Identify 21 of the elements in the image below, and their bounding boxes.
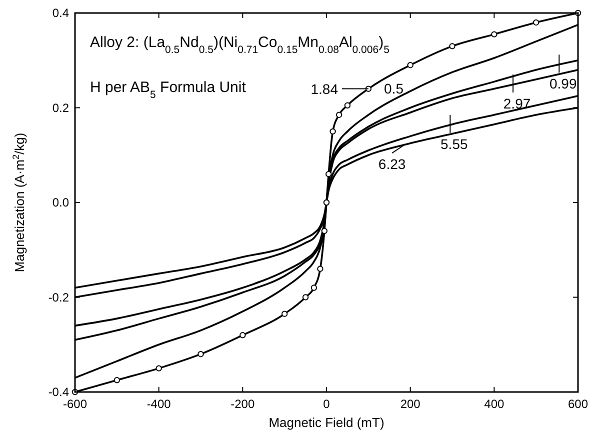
series-label: 1.84 [310, 80, 338, 97]
x-tick-label: 200 [400, 397, 421, 411]
legend-label: 0.99 [550, 76, 577, 92]
legend-label: 6.23 [378, 156, 406, 172]
legend-label: 2.97 [503, 96, 531, 112]
x-tick-label: 600 [568, 397, 588, 411]
x-tick-label: -200 [230, 397, 255, 411]
legend-label: 5.55 [440, 136, 468, 152]
x-tick-label: -600 [62, 397, 88, 411]
y-tick-label: -0.4 [48, 385, 70, 399]
y-tick-label: -0.2 [48, 290, 70, 304]
x-tick-label: 0 [323, 397, 330, 411]
x-axis-title: Magnetic Field (mT) [268, 415, 384, 430]
legend-title: H per AB$_{5}$ Formula Unit [90, 79, 247, 101]
x-tick-label: -400 [146, 397, 172, 411]
y-tick-label: 0.2 [52, 100, 70, 115]
x-tick-label: 400 [484, 397, 504, 411]
y-tick-label: 0.0 [52, 196, 70, 210]
chart-title: Alloy 2: (La$_{0.5}$Nd$_{0.5}$)(Ni$_{0.71}$Co$_{0.15}$Mn$_{0.08}$Al$_{0.006}$)$_{5}$ [90, 34, 390, 56]
series-label: 0.5 [384, 80, 404, 96]
y-tick-label: 0.4 [52, 6, 70, 20]
